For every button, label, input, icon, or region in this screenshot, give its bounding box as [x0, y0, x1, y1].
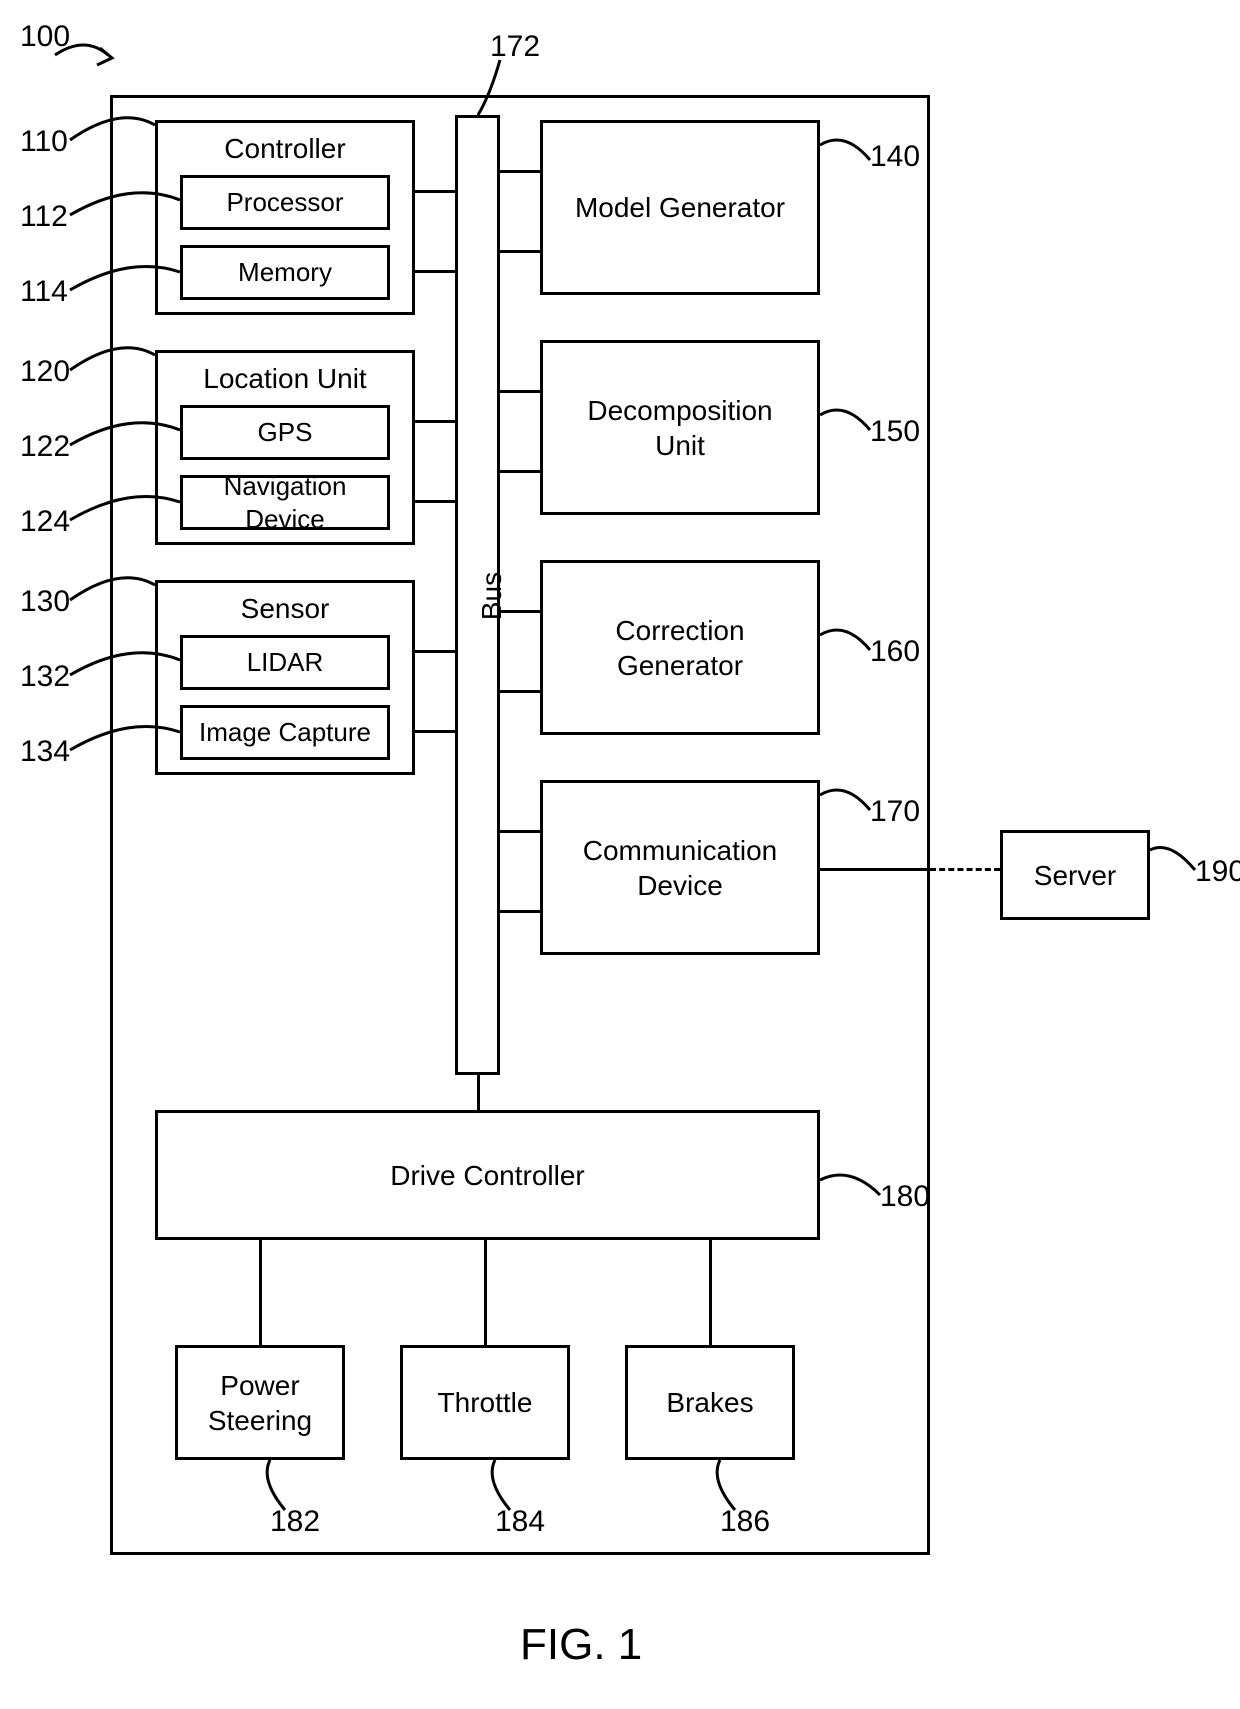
ref-190-ref: 190: [1195, 855, 1240, 889]
connector: [820, 868, 930, 871]
connector: [500, 390, 540, 393]
connector: [500, 250, 540, 253]
image-capture-box: Image Capture: [180, 705, 390, 760]
throttle-box: Throttle: [400, 1345, 570, 1460]
ref-170-ref: 170: [870, 795, 920, 829]
gps-box: GPS: [180, 405, 390, 460]
ref-110-ref: 110: [20, 125, 68, 159]
ref-184-ref: 184: [495, 1505, 545, 1539]
connector: [484, 1240, 487, 1345]
connector: [415, 650, 455, 653]
ref-130-ref: 130: [20, 585, 70, 619]
connector: [415, 420, 455, 423]
ref-186-ref: 186: [720, 1505, 770, 1539]
connector: [500, 690, 540, 693]
communication-device-box: CommunicationDevice: [540, 780, 820, 955]
memory-box: Memory: [180, 245, 390, 300]
location-unit-title: Location Unit: [158, 361, 412, 396]
connector: [415, 730, 455, 733]
sensor-title: Sensor: [158, 591, 412, 626]
power-steering-box: PowerSteering: [175, 1345, 345, 1460]
processor-box: Processor: [180, 175, 390, 230]
nav-box: Navigation Device: [180, 475, 390, 530]
connector: [415, 190, 455, 193]
ref-122-ref: 122: [20, 430, 70, 464]
ref-124-ref: 124: [20, 505, 70, 539]
ref-120-ref: 120: [20, 355, 70, 389]
ref-140-ref: 140: [870, 140, 920, 174]
drive-controller-box: Drive Controller: [155, 1110, 820, 1240]
ref-134-ref: 134: [20, 735, 70, 769]
model-generator-box: Model Generator: [540, 120, 820, 295]
ref-100-ref: 100: [20, 20, 70, 54]
brakes-box: Brakes: [625, 1345, 795, 1460]
connector: [477, 1075, 480, 1110]
connector: [500, 830, 540, 833]
figure-label: FIG. 1: [520, 1620, 642, 1670]
connector: [415, 270, 455, 273]
ref-160-ref: 160: [870, 635, 920, 669]
connector: [500, 170, 540, 173]
decomposition-unit-box: DecompositionUnit: [540, 340, 820, 515]
connector: [415, 500, 455, 503]
ref-114-ref: 114: [20, 275, 68, 309]
ref-112-ref: 112: [20, 200, 68, 234]
ref-150-ref: 150: [870, 415, 920, 449]
ref-132-ref: 132: [20, 660, 70, 694]
connector: [709, 1240, 712, 1345]
connector: [259, 1240, 262, 1345]
connector: [500, 470, 540, 473]
connector: [500, 910, 540, 913]
server-box: Server: [1000, 830, 1150, 920]
controller-title: Controller: [158, 131, 412, 166]
ref-172-ref: 172: [490, 30, 540, 64]
ref-182-ref: 182: [270, 1505, 320, 1539]
ref-180-ref: 180: [880, 1180, 930, 1214]
connector: [500, 610, 540, 613]
correction-generator-box: CorrectionGenerator: [540, 560, 820, 735]
connector: [930, 868, 1000, 871]
lidar-box: LIDAR: [180, 635, 390, 690]
